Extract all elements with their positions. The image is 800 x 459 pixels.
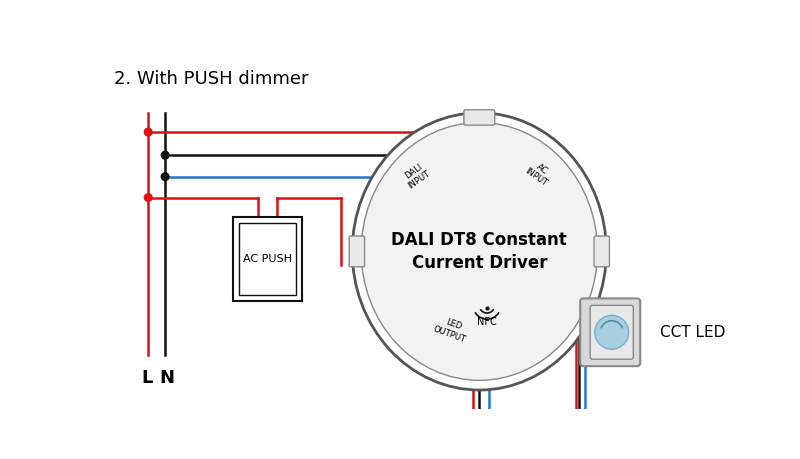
Circle shape bbox=[144, 194, 152, 202]
Circle shape bbox=[594, 315, 629, 349]
Text: LED
OUTPUT: LED OUTPUT bbox=[432, 314, 471, 344]
Text: AC PUSH: AC PUSH bbox=[243, 254, 292, 264]
Text: AC
INPUT: AC INPUT bbox=[523, 158, 554, 188]
FancyBboxPatch shape bbox=[239, 223, 296, 295]
Text: Current Driver: Current Driver bbox=[411, 254, 547, 272]
Circle shape bbox=[144, 128, 152, 136]
FancyBboxPatch shape bbox=[349, 236, 365, 267]
Text: DALI DT8 Constant: DALI DT8 Constant bbox=[391, 231, 567, 249]
Text: NFC: NFC bbox=[477, 317, 497, 327]
Circle shape bbox=[162, 173, 169, 180]
Text: L: L bbox=[141, 369, 152, 387]
FancyBboxPatch shape bbox=[580, 298, 640, 366]
Ellipse shape bbox=[352, 113, 606, 390]
Text: 2. With PUSH dimmer: 2. With PUSH dimmer bbox=[114, 71, 308, 89]
Text: CCT LED: CCT LED bbox=[660, 325, 726, 340]
Text: DALI
INPUT: DALI INPUT bbox=[400, 160, 432, 190]
Text: N: N bbox=[159, 369, 174, 387]
FancyBboxPatch shape bbox=[464, 110, 494, 125]
FancyBboxPatch shape bbox=[594, 236, 610, 267]
Ellipse shape bbox=[361, 123, 598, 381]
FancyBboxPatch shape bbox=[590, 305, 634, 359]
FancyBboxPatch shape bbox=[233, 217, 302, 302]
Circle shape bbox=[162, 151, 169, 159]
